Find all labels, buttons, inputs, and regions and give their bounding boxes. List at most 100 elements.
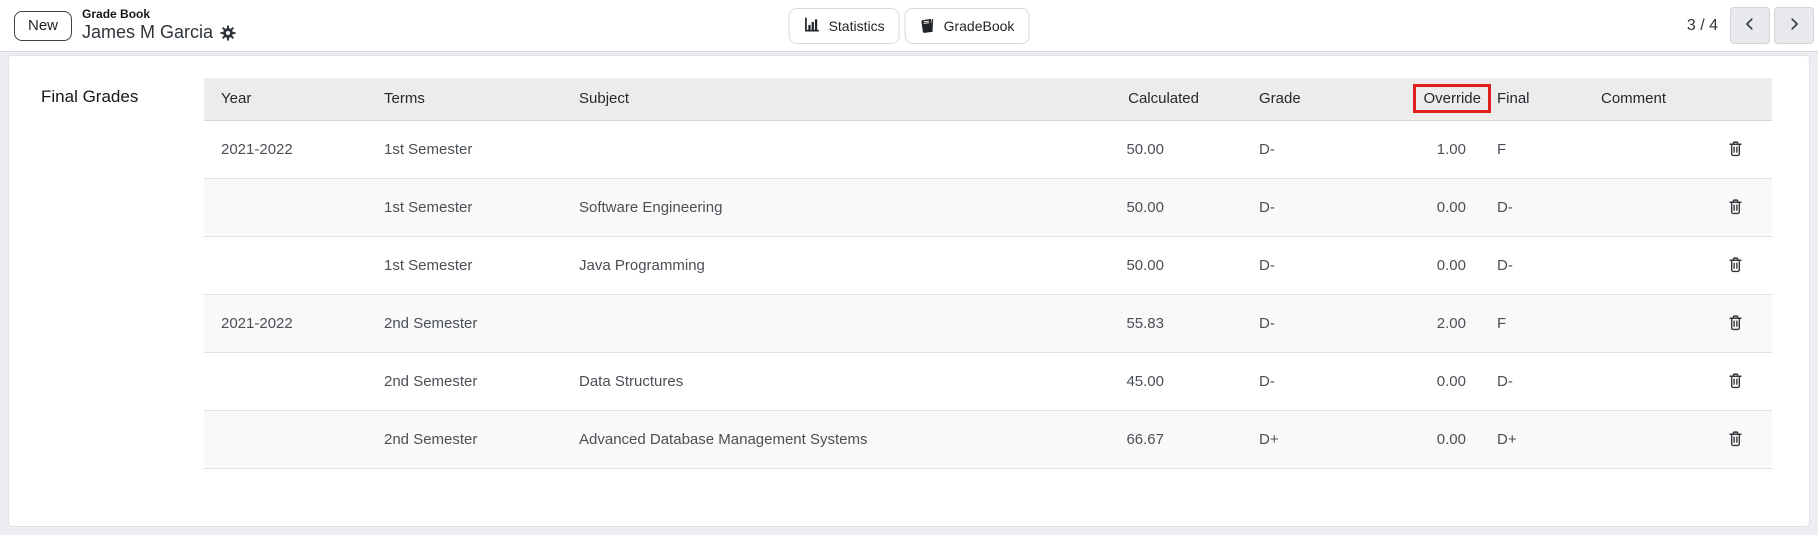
cell-override[interactable]: 0.00 — [1389, 352, 1489, 411]
delete-row-button[interactable] — [1725, 312, 1746, 333]
column-header-subject[interactable]: Subject — [562, 78, 1079, 121]
cell-grade[interactable]: D- — [1214, 120, 1389, 179]
cell-comment[interactable] — [1589, 120, 1699, 179]
cell-year[interactable]: 2021-2022 — [204, 120, 367, 179]
cell-grade[interactable]: D- — [1214, 294, 1389, 353]
cell-final[interactable]: D- — [1489, 236, 1589, 295]
cell-year[interactable] — [204, 236, 367, 295]
cell-comment[interactable] — [1589, 236, 1699, 295]
column-header-calculated[interactable]: Calculated — [1079, 78, 1214, 121]
new-button[interactable]: New — [14, 10, 73, 41]
chevron-left-icon — [1743, 17, 1757, 34]
record-name: James M Garcia — [82, 21, 214, 42]
statistics-button-label: Statistics — [828, 17, 885, 34]
cell-override[interactable]: 1.00 — [1389, 120, 1489, 179]
delete-row-button[interactable] — [1725, 370, 1746, 391]
cell-grade[interactable]: D+ — [1214, 410, 1389, 469]
table-row[interactable]: 2nd Semester Data Structures 45.00 D- 0.… — [204, 352, 1772, 411]
column-header-final[interactable]: Final — [1489, 78, 1589, 121]
trash-icon — [1727, 314, 1744, 334]
column-header-year[interactable]: Year — [204, 78, 367, 121]
table-row[interactable]: 1st Semester Java Programming 50.00 D- 0… — [204, 236, 1772, 295]
trash-icon — [1727, 430, 1744, 450]
statistics-button[interactable]: Statistics — [788, 7, 900, 44]
book-icon — [919, 16, 937, 34]
breadcrumb: Grade Book James M Garcia — [82, 6, 236, 43]
cell-terms[interactable]: 2nd Semester — [367, 294, 562, 353]
cell-subject[interactable]: Software Engineering — [562, 178, 1079, 237]
cell-final[interactable]: F — [1489, 294, 1589, 353]
column-header-grade[interactable]: Grade — [1214, 78, 1389, 121]
top-navbar: New Grade Book James M Garcia — [0, 0, 1818, 52]
gear-icon[interactable] — [220, 25, 236, 41]
delete-row-button[interactable] — [1725, 196, 1746, 217]
cell-subject[interactable]: Advanced Database Management Systems — [562, 410, 1079, 469]
delete-row-button[interactable] — [1725, 138, 1746, 159]
cell-subject[interactable] — [562, 294, 1079, 353]
cell-calculated[interactable]: 50.00 — [1079, 120, 1214, 179]
cell-final[interactable]: F — [1489, 120, 1589, 179]
bar-chart-icon — [804, 16, 821, 36]
cell-calculated[interactable]: 55.83 — [1079, 294, 1214, 353]
delete-row-button[interactable] — [1725, 428, 1746, 449]
cell-calculated[interactable]: 66.67 — [1079, 410, 1214, 469]
cell-comment[interactable] — [1589, 294, 1699, 353]
cell-grade[interactable]: D- — [1214, 236, 1389, 295]
cell-terms[interactable]: 2nd Semester — [367, 410, 562, 469]
form-card: Final Grades Year Terms Subject Calculat… — [8, 55, 1810, 527]
cell-terms[interactable]: 2nd Semester — [367, 352, 562, 411]
pager: 3 / 4 — [1687, 7, 1814, 44]
column-header-actions — [1699, 78, 1772, 121]
table-row[interactable]: 2021-2022 2nd Semester 55.83 D- 2.00 F — [204, 294, 1772, 353]
pager-counter: 3 / 4 — [1686, 16, 1718, 34]
trash-icon — [1727, 372, 1744, 392]
cell-year[interactable] — [204, 352, 367, 411]
cell-subject[interactable]: Java Programming — [562, 236, 1079, 295]
cell-override[interactable]: 2.00 — [1389, 294, 1489, 353]
cell-grade[interactable]: D- — [1214, 352, 1389, 411]
breadcrumb-app-title: Grade Book — [82, 6, 151, 21]
pager-next-button[interactable] — [1774, 7, 1814, 44]
table-row[interactable]: 2021-2022 1st Semester 50.00 D- 1.00 F — [204, 120, 1772, 179]
cell-calculated[interactable]: 50.00 — [1079, 236, 1214, 295]
cell-year[interactable]: 2021-2022 — [204, 294, 367, 353]
table-header-row: Year Terms Subject Calculated Grade Over… — [204, 78, 1772, 121]
cell-comment[interactable] — [1589, 352, 1699, 411]
trash-icon — [1727, 140, 1744, 160]
trash-icon — [1727, 198, 1744, 218]
trash-icon — [1727, 256, 1744, 276]
cell-calculated[interactable]: 50.00 — [1079, 178, 1214, 237]
cell-terms[interactable]: 1st Semester — [367, 178, 562, 237]
cell-override[interactable]: 0.00 — [1389, 236, 1489, 295]
view-switcher: Statistics GradeBook — [788, 7, 1030, 44]
cell-grade[interactable]: D- — [1214, 178, 1389, 237]
override-highlight-box: Override — [1413, 84, 1491, 114]
delete-row-button[interactable] — [1725, 254, 1746, 275]
gradebook-button[interactable]: GradeBook — [904, 7, 1030, 44]
cell-comment[interactable] — [1589, 410, 1699, 469]
cell-subject[interactable]: Data Structures — [562, 352, 1079, 411]
final-grades-table-wrap: Year Terms Subject Calculated Grade Over… — [204, 78, 1772, 469]
cell-terms[interactable]: 1st Semester — [367, 120, 562, 179]
cell-year[interactable] — [204, 410, 367, 469]
column-header-comment[interactable]: Comment — [1589, 78, 1699, 121]
cell-final[interactable]: D- — [1489, 352, 1589, 411]
cell-year[interactable] — [204, 178, 367, 237]
cell-subject[interactable] — [562, 120, 1079, 179]
column-header-override[interactable]: Override — [1389, 78, 1491, 121]
pager-previous-button[interactable] — [1730, 7, 1770, 44]
cell-override[interactable]: 0.00 — [1389, 410, 1489, 469]
gradebook-button-label: GradeBook — [943, 17, 1015, 34]
cell-comment[interactable] — [1589, 178, 1699, 237]
final-grades-table: Year Terms Subject Calculated Grade Over… — [204, 78, 1772, 469]
cell-terms[interactable]: 1st Semester — [367, 236, 562, 295]
cell-final[interactable]: D- — [1489, 178, 1589, 237]
content-area: Final Grades Year Terms Subject Calculat… — [0, 52, 1818, 535]
table-row[interactable]: 1st Semester Software Engineering 50.00 … — [204, 178, 1772, 237]
final-grades-label: Final Grades — [41, 87, 139, 106]
table-row[interactable]: 2nd Semester Advanced Database Managemen… — [204, 410, 1772, 469]
cell-calculated[interactable]: 45.00 — [1079, 352, 1214, 411]
column-header-terms[interactable]: Terms — [367, 78, 562, 121]
cell-override[interactable]: 0.00 — [1389, 178, 1489, 237]
cell-final[interactable]: D+ — [1489, 410, 1589, 469]
